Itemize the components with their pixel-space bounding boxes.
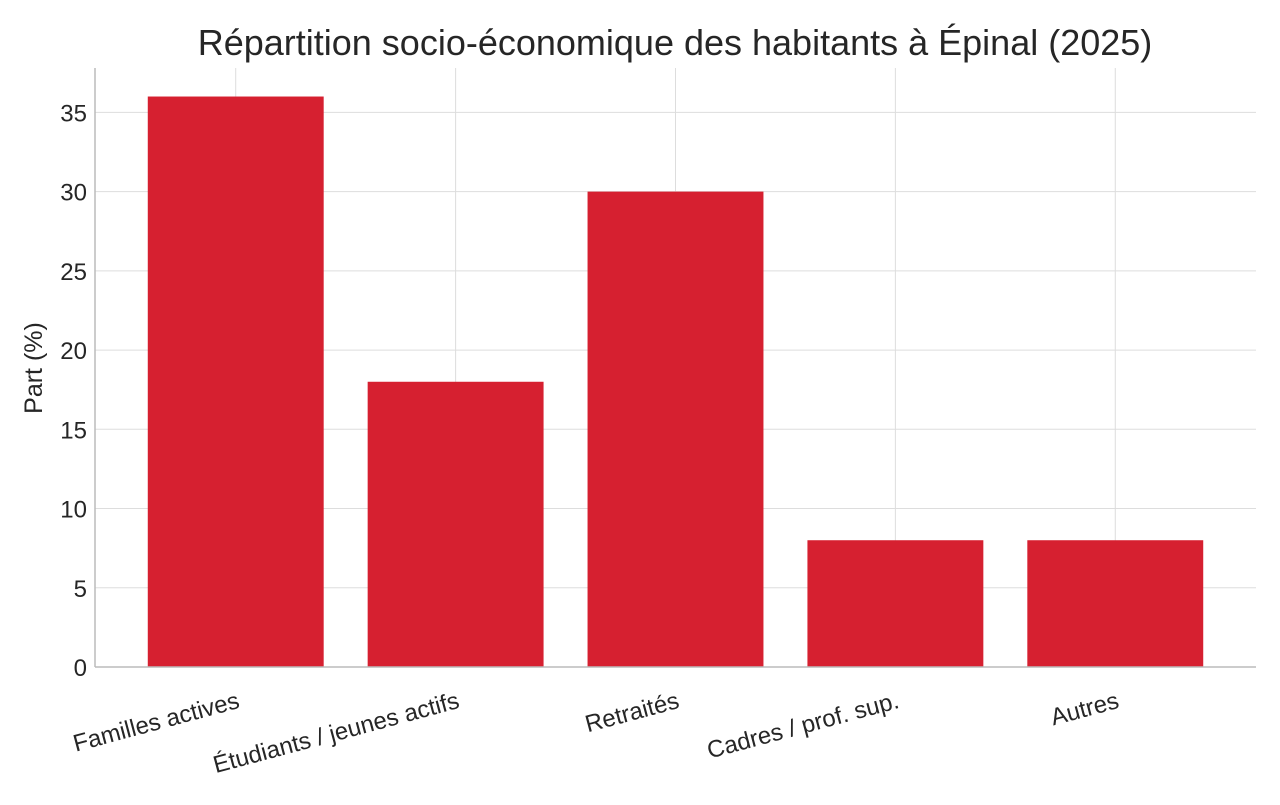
x-tick-label: Retraités	[582, 687, 682, 738]
x-tick-label: Étudiants / jeunes actifs	[210, 687, 462, 779]
x-tick-label: Familles actives	[70, 687, 242, 757]
y-tick-label: 0	[74, 655, 87, 682]
bar	[587, 191, 764, 667]
y-tick-label: 5	[74, 576, 87, 603]
bar	[147, 96, 324, 668]
y-tick-label: 10	[60, 497, 87, 524]
bar	[807, 540, 984, 667]
y-ticks: 0 5 10 15 20 25 30 35	[60, 100, 87, 682]
x-tick-label: Autres	[1048, 687, 1122, 731]
y-tick-label: 25	[60, 259, 87, 286]
bar	[367, 381, 544, 667]
axes	[94, 68, 1256, 668]
y-axis-label: Part (%)	[20, 322, 48, 414]
bar	[1027, 540, 1204, 667]
y-tick-label: 15	[60, 417, 87, 444]
y-tick-label: 30	[60, 180, 87, 207]
chart-title: Répartition socio-économique des habitan…	[198, 22, 1153, 63]
y-tick-label: 20	[60, 338, 87, 365]
bars	[147, 96, 1204, 668]
x-tick-label: Cadres / prof. sup.	[704, 687, 902, 764]
y-tick-label: 35	[60, 100, 87, 127]
